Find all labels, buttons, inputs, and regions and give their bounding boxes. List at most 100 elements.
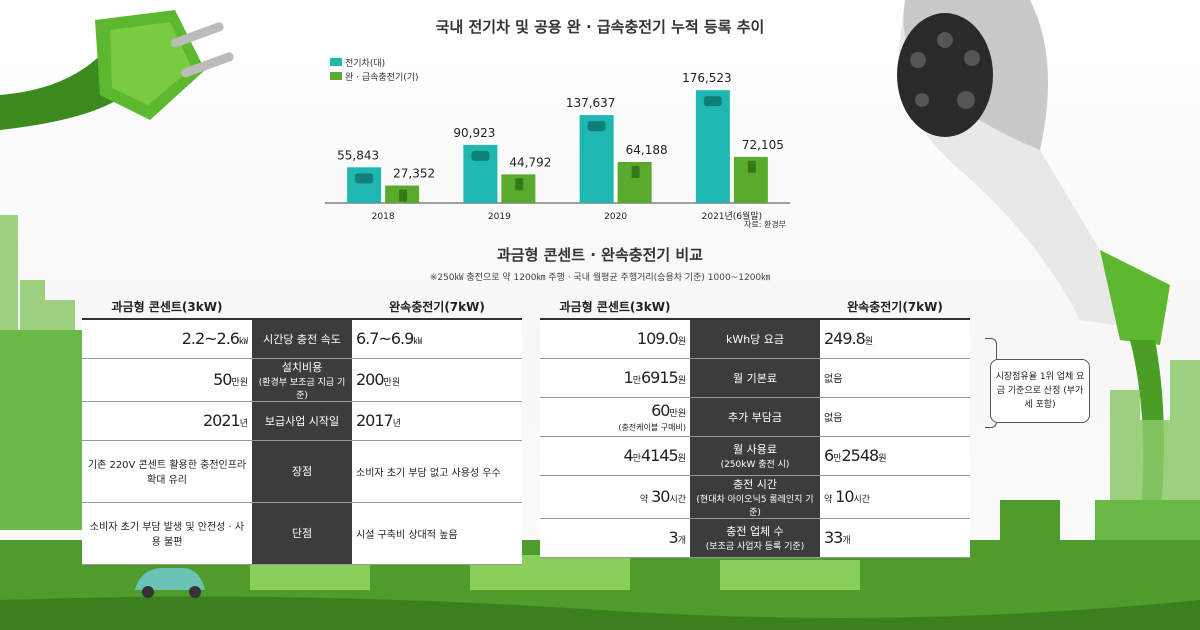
plug-icon [0, 10, 234, 130]
value-pre: 4 [623, 446, 634, 465]
table-row: 2021년 보급사업 시작일 2017년 [82, 401, 522, 441]
value-num: 30 [651, 487, 670, 506]
cell-left: 소비자 초기 부담 발생 및 안전성 · 사용 불편 [82, 502, 252, 565]
data-label-charger: 72,105 [742, 138, 784, 152]
x-tick-label: 2018 [372, 212, 395, 222]
cell-mid: 단점 [252, 502, 352, 565]
header-right: 완속충전기(7kW) [820, 295, 970, 320]
value-pre: 1 [623, 368, 634, 387]
value-prefix: 약 [824, 495, 836, 505]
value-num: 60 [651, 400, 670, 420]
data-label-charger: 27,352 [393, 167, 435, 181]
data-label-charger: 64,188 [626, 143, 668, 157]
cell-left: 1만6915원 [540, 358, 690, 398]
header-left: 과금형 콘센트(3kW) [540, 295, 690, 320]
table-row: 2.2~2.6㎾ 시간당 충전 속도 6.7~6.9㎾ [82, 319, 522, 359]
value-num: 50 [213, 370, 232, 389]
value-unit: 원 [864, 337, 874, 348]
header-right: 완속충전기(7kW) [352, 295, 522, 320]
cell-right: 없음 [820, 358, 970, 398]
cell-left: 기존 220V 콘센트 활용한 충전인프라 확대 유리 [82, 440, 252, 503]
value-prefix: 약 [639, 495, 652, 505]
value-num: 4145 [641, 446, 679, 465]
cell-right: 6.7~6.9㎾ [352, 319, 522, 359]
value-num: 3 [668, 528, 679, 547]
value-num: 6.7~6.9 [356, 329, 414, 349]
value-unit: 만원 [383, 378, 401, 388]
value-unit: 원 [878, 454, 887, 464]
value-unit: 개 [677, 536, 686, 546]
table-row: 소비자 초기 부담 발생 및 안전성 · 사용 불편 단점 시설 구축비 상대적… [82, 502, 522, 565]
table-header-row: 과금형 콘센트(3kW) 완속충전기(7kW) [540, 295, 970, 320]
row-label: 월 사용료 [733, 443, 777, 456]
bar-ev [347, 167, 382, 203]
row-label: 충전 업체 수 [726, 525, 784, 538]
value-num: 2548 [841, 446, 879, 465]
value-unit: ㎾ [413, 337, 423, 348]
cell-mid: 충전 업체 수 (보조금 사업자 등록 기준) [690, 518, 820, 558]
cell-left: 109.0원 [540, 319, 690, 359]
chart-source: 자료: 환경부 [744, 220, 787, 229]
table-row: 60만원 (충전케이블 구매비) 추가 부담금 없음 [540, 397, 970, 437]
legend-label-charger: 완 · 급속충전기(기) [345, 72, 419, 83]
charger-icon [515, 178, 524, 191]
cell-left: 50만원 [82, 358, 252, 402]
cell-mid: 월 기본료 [690, 358, 820, 398]
legend-item-ev: 전기차(대) [330, 55, 419, 69]
data-label-ev: 176,523 [682, 71, 732, 85]
cell-right: 33개 [820, 518, 970, 558]
cell-mid: kWh당 요금 [690, 319, 820, 359]
cell-mid: 장점 [252, 440, 352, 503]
table-row: 4만4145원 월 사용료 (250kW 충전 시) 6만2548원 [540, 436, 970, 476]
row-label: 설치비용 [281, 360, 323, 374]
value-num: 2021 [203, 411, 241, 430]
x-tick-label: 2019 [488, 212, 511, 222]
car-icon [471, 150, 490, 161]
cell-left: 2.2~2.6㎾ [82, 319, 252, 359]
cell-right: 2017년 [352, 401, 522, 441]
header-mid [690, 295, 820, 320]
cell-right: 249.8원 [820, 319, 970, 359]
table-row: 3개 충전 업체 수 (보조금 사업자 등록 기준) 33개 [540, 518, 970, 558]
car-icon [355, 173, 374, 184]
car-icon [703, 96, 722, 107]
cell-right: 없음 [820, 397, 970, 437]
value-num: 200 [356, 370, 385, 389]
value-num: 33 [824, 528, 843, 547]
row-label: 보급사업 시작일 [264, 414, 340, 428]
value-num: 6915 [641, 368, 679, 387]
legend-swatch-charger [330, 72, 342, 80]
row-sublabel: (환경부 보조금 지급 기준) [258, 377, 346, 401]
table-header-row: 과금형 콘센트(3kW) 완속충전기(7kW) [82, 295, 522, 320]
car-icon [587, 121, 606, 132]
value-num: 2017 [356, 411, 394, 430]
row-label: 충전 시간 [733, 477, 777, 491]
data-label-ev: 137,637 [566, 96, 616, 110]
table-row: 109.0원 kWh당 요금 249.8원 [540, 319, 970, 359]
table-row: 기존 220V 콘센트 활용한 충전인프라 확대 유리 장점 소비자 초기 부담… [82, 440, 522, 503]
value-unit: 만원 [231, 378, 248, 388]
cell-left: 2021년 [82, 401, 252, 441]
cell-left: 3개 [540, 518, 690, 558]
value-unit: 만원 [669, 408, 686, 419]
data-label-ev: 55,843 [337, 148, 379, 162]
cell-left: 60만원 (충전케이블 구매비) [540, 397, 690, 437]
cell-mid: 보급사업 시작일 [252, 401, 352, 441]
table-row: 약 30시간 충전 시간 (현대차 아이오닉5 롱레인지 기준) 약 10시간 [540, 475, 970, 519]
header-left: 과금형 콘센트(3kW) [82, 295, 252, 320]
x-tick-label: 2020 [604, 212, 627, 222]
chart-legend: 전기차(대) 완 · 급속충전기(기) [330, 55, 419, 83]
cell-mid: 시간당 충전 속도 [252, 319, 352, 359]
value-num: 109.0 [636, 329, 679, 349]
legend-label-ev: 전기차(대) [345, 58, 386, 69]
value-unit: 시간 [669, 495, 686, 505]
value-pre: 6 [824, 446, 834, 465]
value-unit: 년 [392, 419, 401, 429]
cell-left: 약 30시간 [540, 475, 690, 519]
cell-mid: 충전 시간 (현대차 아이오닉5 롱레인지 기준) [690, 475, 820, 519]
charger-icon [747, 160, 756, 173]
row-label: 시간당 충전 속도 [263, 332, 341, 346]
cell-right: 시설 구축비 상대적 높음 [352, 502, 522, 565]
cell-right: 6만2548원 [820, 436, 970, 476]
value-unit: ㎾ [238, 337, 248, 348]
